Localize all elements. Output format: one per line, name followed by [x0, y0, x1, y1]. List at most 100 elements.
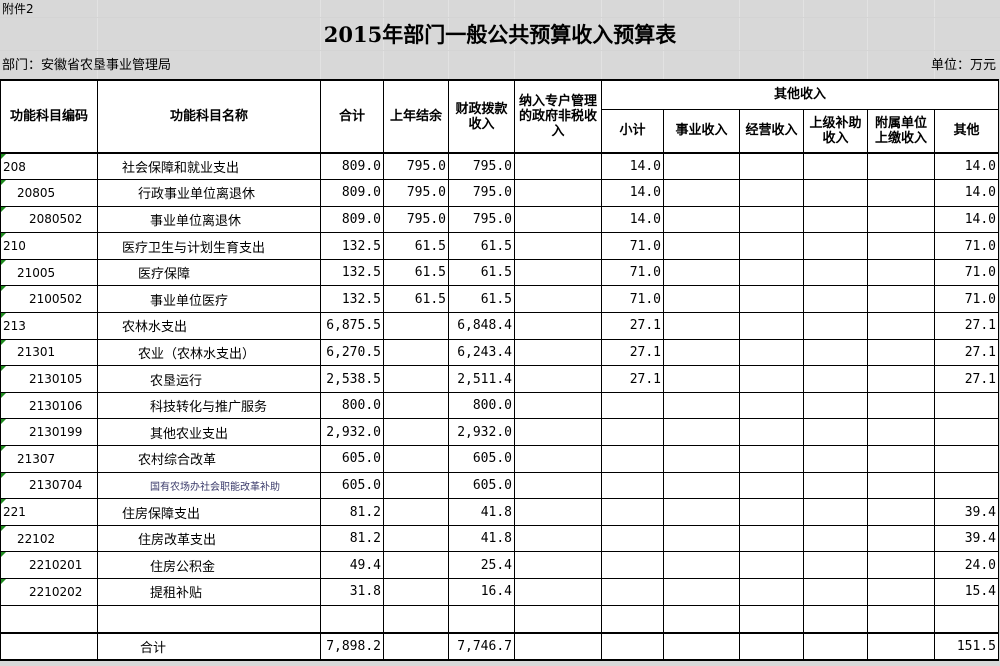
- cell-business[interactable]: [663, 338, 740, 367]
- cell-carryover[interactable]: 795.0: [383, 205, 449, 234]
- cell-subtotal[interactable]: 27.1: [601, 312, 664, 340]
- header-misc[interactable]: 其他: [934, 108, 999, 154]
- cell-business[interactable]: [663, 365, 740, 393]
- cell-special[interactable]: [514, 365, 602, 393]
- cell-special[interactable]: [514, 205, 602, 234]
- cell-superior[interactable]: [803, 205, 868, 234]
- empty-cell[interactable]: [601, 604, 664, 634]
- cell-superior[interactable]: [803, 578, 868, 606]
- cell-name[interactable]: 农垦运行: [97, 365, 321, 393]
- cell-misc[interactable]: 27.1: [934, 338, 999, 367]
- cell-misc[interactable]: 27.1: [934, 365, 999, 393]
- cell-special[interactable]: [514, 338, 602, 367]
- cell-fiscal[interactable]: 795.0: [448, 205, 515, 234]
- empty-cell[interactable]: [739, 604, 804, 634]
- cell-superior[interactable]: [803, 232, 868, 260]
- cell-operating[interactable]: [739, 338, 804, 367]
- cell-operating[interactable]: [739, 152, 804, 181]
- cell-total[interactable]: 809.0: [320, 179, 384, 207]
- cell-special[interactable]: [514, 232, 602, 260]
- cell-special[interactable]: [514, 578, 602, 606]
- cell-operating[interactable]: [739, 312, 804, 340]
- cell-code[interactable]: 2210202: [0, 578, 98, 606]
- total-operating[interactable]: [739, 632, 804, 661]
- cell-affiliated[interactable]: [867, 578, 935, 606]
- header-special[interactable]: 纳入专户管理的政府非税收入: [514, 79, 602, 154]
- cell-name[interactable]: 科技转化与推广服务: [97, 391, 321, 420]
- cell-misc[interactable]: 27.1: [934, 312, 999, 340]
- cell-special[interactable]: [514, 312, 602, 340]
- header-other[interactable]: 其他收入: [601, 79, 999, 110]
- cell-total[interactable]: 809.0: [320, 152, 384, 181]
- cell-affiliated[interactable]: [867, 418, 935, 447]
- unit-label[interactable]: 单位：万元: [930, 58, 996, 73]
- cell-affiliated[interactable]: [867, 285, 935, 314]
- total-label[interactable]: 合计: [97, 632, 321, 661]
- cell-special[interactable]: [514, 285, 602, 314]
- page-title[interactable]: 2015年部门一般公共预算收入预算表: [0, 18, 1000, 51]
- total-subtotal[interactable]: [601, 632, 664, 661]
- header-business[interactable]: 事业收入: [663, 108, 740, 154]
- cell-total[interactable]: 809.0: [320, 205, 384, 234]
- cell-subtotal[interactable]: [601, 578, 664, 606]
- cell-fiscal[interactable]: 605.0: [448, 471, 515, 500]
- cell-operating[interactable]: [739, 445, 804, 473]
- cell-total[interactable]: 605.0: [320, 471, 384, 500]
- cell-name[interactable]: 农村综合改革: [97, 445, 321, 473]
- cell-name[interactable]: 社会保障和就业支出: [97, 152, 321, 181]
- cell-special[interactable]: [514, 418, 602, 447]
- cell-business[interactable]: [663, 471, 740, 500]
- cell-code[interactable]: 21307: [0, 445, 98, 473]
- header-total[interactable]: 合计: [320, 79, 384, 154]
- cell-misc[interactable]: 39.4: [934, 524, 999, 553]
- cell-name[interactable]: 农业（农林水支出）: [97, 338, 321, 367]
- cell-fiscal[interactable]: 605.0: [448, 445, 515, 473]
- cell-superior[interactable]: [803, 258, 868, 287]
- annex-label[interactable]: 附件2: [0, 0, 1000, 18]
- header-superior[interactable]: 上级补助收入: [803, 108, 868, 154]
- department-label[interactable]: 部门：安徽省农垦事业管理局: [2, 58, 172, 73]
- cell-total[interactable]: 49.4: [320, 551, 384, 579]
- cell-name[interactable]: 医疗卫生与计划生育支出: [97, 232, 321, 260]
- total-carryover[interactable]: [383, 632, 449, 661]
- cell-misc[interactable]: 71.0: [934, 285, 999, 314]
- cell-business[interactable]: [663, 445, 740, 473]
- cell-operating[interactable]: [739, 365, 804, 393]
- cell-operating[interactable]: [739, 205, 804, 234]
- cell-total[interactable]: 6,875.5: [320, 312, 384, 340]
- cell-code[interactable]: 2210201: [0, 551, 98, 579]
- cell-code[interactable]: 208: [0, 152, 98, 181]
- cell-affiliated[interactable]: [867, 365, 935, 393]
- cell-superior[interactable]: [803, 418, 868, 447]
- cell-operating[interactable]: [739, 179, 804, 207]
- cell-subtotal[interactable]: 14.0: [601, 179, 664, 207]
- cell-affiliated[interactable]: [867, 471, 935, 500]
- cell-subtotal[interactable]: 71.0: [601, 232, 664, 260]
- cell-operating[interactable]: [739, 524, 804, 553]
- cell-code[interactable]: 2130199: [0, 418, 98, 447]
- header-code[interactable]: 功能科目编码: [0, 79, 98, 154]
- cell-misc[interactable]: 14.0: [934, 152, 999, 181]
- cell-subtotal[interactable]: 27.1: [601, 365, 664, 393]
- cell-carryover[interactable]: [383, 498, 449, 526]
- cell-superior[interactable]: [803, 551, 868, 579]
- empty-cell[interactable]: [383, 604, 449, 634]
- cell-business[interactable]: [663, 578, 740, 606]
- cell-total[interactable]: 132.5: [320, 285, 384, 314]
- cell-misc[interactable]: 14.0: [934, 179, 999, 207]
- cell-code[interactable]: 2100502: [0, 285, 98, 314]
- cell-operating[interactable]: [739, 418, 804, 447]
- cell-fiscal[interactable]: 6,848.4: [448, 312, 515, 340]
- cell-business[interactable]: [663, 524, 740, 553]
- cell-superior[interactable]: [803, 498, 868, 526]
- total-business[interactable]: [663, 632, 740, 661]
- cell-name[interactable]: 事业单位医疗: [97, 285, 321, 314]
- cell-subtotal[interactable]: 27.1: [601, 338, 664, 367]
- cell-carryover[interactable]: [383, 551, 449, 579]
- cell-carryover[interactable]: [383, 312, 449, 340]
- cell-code[interactable]: 2130105: [0, 365, 98, 393]
- cell-special[interactable]: [514, 391, 602, 420]
- cell-affiliated[interactable]: [867, 445, 935, 473]
- header-subtotal[interactable]: 小计: [601, 108, 664, 154]
- cell-special[interactable]: [514, 445, 602, 473]
